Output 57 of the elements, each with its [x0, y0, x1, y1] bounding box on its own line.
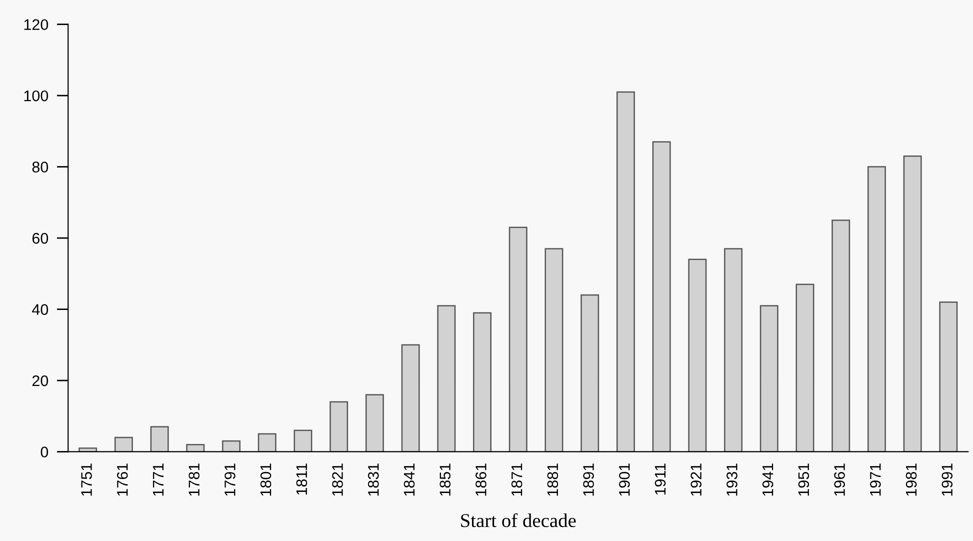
bar	[330, 401, 348, 452]
bar	[365, 394, 384, 452]
x-tick-label: 1891	[583, 464, 594, 496]
y-tick-label: 60	[32, 232, 48, 244]
bar	[580, 294, 600, 452]
x-tick-label: 1831	[368, 464, 379, 496]
x-tick-label: 1751	[81, 464, 92, 496]
x-tick-label: 1801	[260, 464, 272, 496]
y-tick-label: 0	[40, 446, 48, 458]
x-tick-label: 1941	[762, 464, 774, 496]
x-tick-label: 1951	[798, 464, 810, 496]
x-tick-label: 1931	[726, 464, 738, 496]
bar	[150, 426, 169, 452]
x-tick-label: 1881	[547, 464, 558, 496]
bar	[867, 166, 886, 452]
bar	[832, 220, 850, 452]
bar	[508, 226, 528, 452]
x-tick-label: 1921	[690, 464, 702, 496]
y-tick-label: 20	[32, 375, 48, 386]
bar	[401, 344, 420, 452]
bar	[114, 436, 133, 452]
x-axis-title: Start of decade	[461, 513, 576, 528]
x-tick-label: 1971	[870, 464, 881, 496]
bar	[652, 141, 671, 452]
bar	[760, 305, 778, 452]
y-tick-label: 120	[24, 19, 48, 30]
bar	[473, 312, 492, 452]
y-tick-label: 40	[32, 304, 48, 315]
bar	[796, 284, 814, 452]
x-tick-label: 1761	[116, 464, 128, 496]
x-tick-label: 1821	[332, 464, 343, 496]
x-tick-label: 1771	[152, 464, 164, 496]
bar	[939, 302, 958, 452]
bar	[616, 91, 635, 452]
x-tick-label: 1811	[296, 464, 308, 495]
bar	[688, 258, 707, 452]
x-tick-label: 1791	[224, 464, 236, 496]
bar	[437, 305, 456, 452]
x-tick-label: 1961	[834, 464, 845, 496]
bar	[294, 430, 312, 452]
y-tick-label: 100	[24, 90, 48, 102]
bar	[724, 248, 742, 452]
x-tick-label: 1911	[654, 464, 666, 495]
bar	[258, 433, 276, 452]
bar	[903, 156, 922, 452]
x-tick-label: 1991	[942, 464, 953, 496]
x-tick-label: 1981	[906, 464, 917, 496]
bar	[222, 440, 240, 452]
x-tick-label: 1861	[476, 464, 486, 496]
bar	[186, 444, 205, 452]
y-tick-label: 80	[32, 162, 48, 172]
x-tick-label: 1781	[188, 464, 200, 496]
x-tick-label: 1901	[618, 464, 630, 496]
bar	[544, 248, 564, 452]
x-tick-label: 1841	[404, 464, 415, 496]
x-tick-label: 1851	[440, 464, 451, 496]
x-tick-label: 1871	[511, 464, 522, 496]
